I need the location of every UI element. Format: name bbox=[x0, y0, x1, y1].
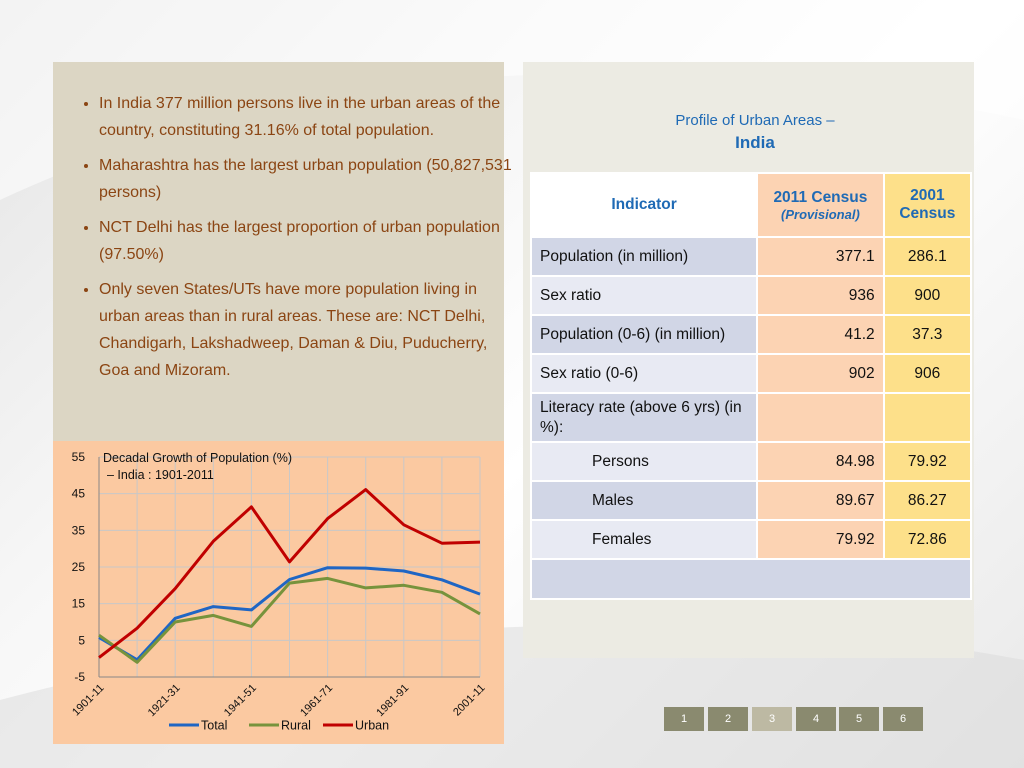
y-tick-label: 15 bbox=[72, 597, 86, 611]
chart-subtitle: – India : 1901-2011 bbox=[107, 468, 214, 482]
row-2001: 900 bbox=[882, 275, 973, 316]
left-panel: In India 377 million persons live in the… bbox=[53, 62, 512, 744]
y-tick-label: -5 bbox=[74, 670, 85, 684]
bullet-item: Maharashtra has the largest urban popula… bbox=[99, 152, 519, 206]
profile-title: Profile of Urban Areas – India bbox=[523, 110, 987, 154]
row-label: Population (in million) bbox=[529, 236, 759, 277]
growth-chart: -5 5 15 25 35 45 55 1901-11 1921-31 1941-51 1961-7… bbox=[53, 441, 504, 744]
header-2011-label: 2011 Census bbox=[773, 188, 868, 206]
table-row: Persons 84.98 79.92 bbox=[529, 441, 973, 482]
bullet-item: NCT Delhi has the largest proportion of … bbox=[99, 214, 519, 268]
row-2011: 84.98 bbox=[756, 441, 885, 482]
x-tick-label: 1921-31 bbox=[146, 682, 183, 719]
profile-title-text: Profile of Urban Areas – bbox=[675, 112, 835, 129]
page-button-5[interactable]: 5 bbox=[839, 707, 879, 731]
table-row: Population (in million) 377.1 286.1 bbox=[529, 236, 973, 277]
empty-row-cell bbox=[530, 558, 972, 600]
header-2001: 2001 Census bbox=[882, 172, 973, 238]
row-2001: 286.1 bbox=[882, 236, 973, 277]
row-2001: 72.86 bbox=[882, 519, 973, 560]
row-2001: 79.92 bbox=[882, 441, 973, 482]
row-2011: 936 bbox=[756, 275, 885, 316]
row-2011: 41.2 bbox=[756, 314, 885, 355]
table-row: Literacy rate (above 6 yrs) (in %): bbox=[529, 392, 973, 443]
table-row-empty bbox=[530, 558, 972, 600]
row-2001: 906 bbox=[882, 353, 973, 394]
row-label: Sex ratio bbox=[529, 275, 759, 316]
table-row: Males 89.67 86.27 bbox=[529, 480, 973, 521]
series-line-rural bbox=[98, 576, 481, 664]
table-header-row: Indicator 2011 Census (Provisional) 2001… bbox=[529, 172, 973, 238]
row-label: Males bbox=[529, 480, 759, 521]
x-tick-label: 1981-91 bbox=[374, 682, 411, 719]
y-tick-label: 45 bbox=[72, 487, 86, 501]
row-label: Population (0-6) (in million) bbox=[529, 314, 759, 355]
y-tick-label: 35 bbox=[72, 523, 86, 537]
right-panel: Profile of Urban Areas – India Indicator… bbox=[523, 62, 974, 658]
row-2011: 377.1 bbox=[756, 236, 885, 277]
row-2001 bbox=[882, 392, 973, 443]
x-tick-label: 1941-51 bbox=[222, 682, 259, 719]
bullet-list: In India 377 million persons live in the… bbox=[75, 90, 519, 392]
row-2011 bbox=[756, 392, 885, 443]
profile-subtitle: India bbox=[735, 133, 775, 152]
table-row: Population (0-6) (in million) 41.2 37.3 bbox=[529, 314, 973, 355]
row-label: Persons bbox=[529, 441, 759, 482]
row-label: Sex ratio (0-6) bbox=[529, 353, 759, 394]
header-2011-note: (Provisional) bbox=[781, 206, 860, 222]
chart-title: Decadal Growth of Population (%) bbox=[103, 451, 292, 465]
bullet-item: Only seven States/UTs have more populati… bbox=[99, 276, 519, 384]
row-2001: 86.27 bbox=[882, 480, 973, 521]
y-tick-label: 25 bbox=[72, 560, 86, 574]
profile-table: Indicator 2011 Census (Provisional) 2001… bbox=[529, 172, 973, 600]
row-2011: 79.92 bbox=[756, 519, 885, 560]
x-tick-label: 1961-71 bbox=[298, 682, 335, 719]
legend-label-total: Total bbox=[201, 719, 227, 733]
x-tick-label: 2001-11 bbox=[451, 682, 487, 718]
page-button-2[interactable]: 2 bbox=[708, 707, 748, 731]
row-2011: 902 bbox=[756, 353, 885, 394]
header-2011: 2011 Census (Provisional) bbox=[756, 172, 885, 238]
series-line-total bbox=[98, 566, 481, 662]
x-tick-label: 1901-11 bbox=[70, 682, 106, 718]
page-button-3[interactable]: 3 bbox=[752, 707, 792, 731]
legend-label-rural: Rural bbox=[281, 719, 311, 733]
page-button-1[interactable]: 1 bbox=[664, 707, 704, 731]
series-line-urban bbox=[98, 488, 481, 659]
chart-svg: -5 5 15 25 35 45 55 1901-11 1921-31 1941-51 1961-7… bbox=[70, 450, 487, 733]
row-label: Females bbox=[529, 519, 759, 560]
page-button-4[interactable]: 4 bbox=[796, 707, 836, 731]
y-tick-label: 5 bbox=[78, 633, 85, 647]
table-row: Sex ratio (0-6) 902 906 bbox=[529, 353, 973, 394]
y-tick-label: 55 bbox=[72, 450, 86, 464]
table-row: Sex ratio 936 900 bbox=[529, 275, 973, 316]
page-button-6[interactable]: 6 bbox=[883, 707, 923, 731]
header-indicator: Indicator bbox=[529, 172, 759, 238]
row-label: Literacy rate (above 6 yrs) (in %): bbox=[529, 392, 759, 443]
legend-label-urban: Urban bbox=[355, 719, 389, 733]
row-2011: 89.67 bbox=[756, 480, 885, 521]
table-row: Females 79.92 72.86 bbox=[529, 519, 973, 560]
row-2001: 37.3 bbox=[882, 314, 973, 355]
bullet-item: In India 377 million persons live in the… bbox=[99, 90, 519, 144]
